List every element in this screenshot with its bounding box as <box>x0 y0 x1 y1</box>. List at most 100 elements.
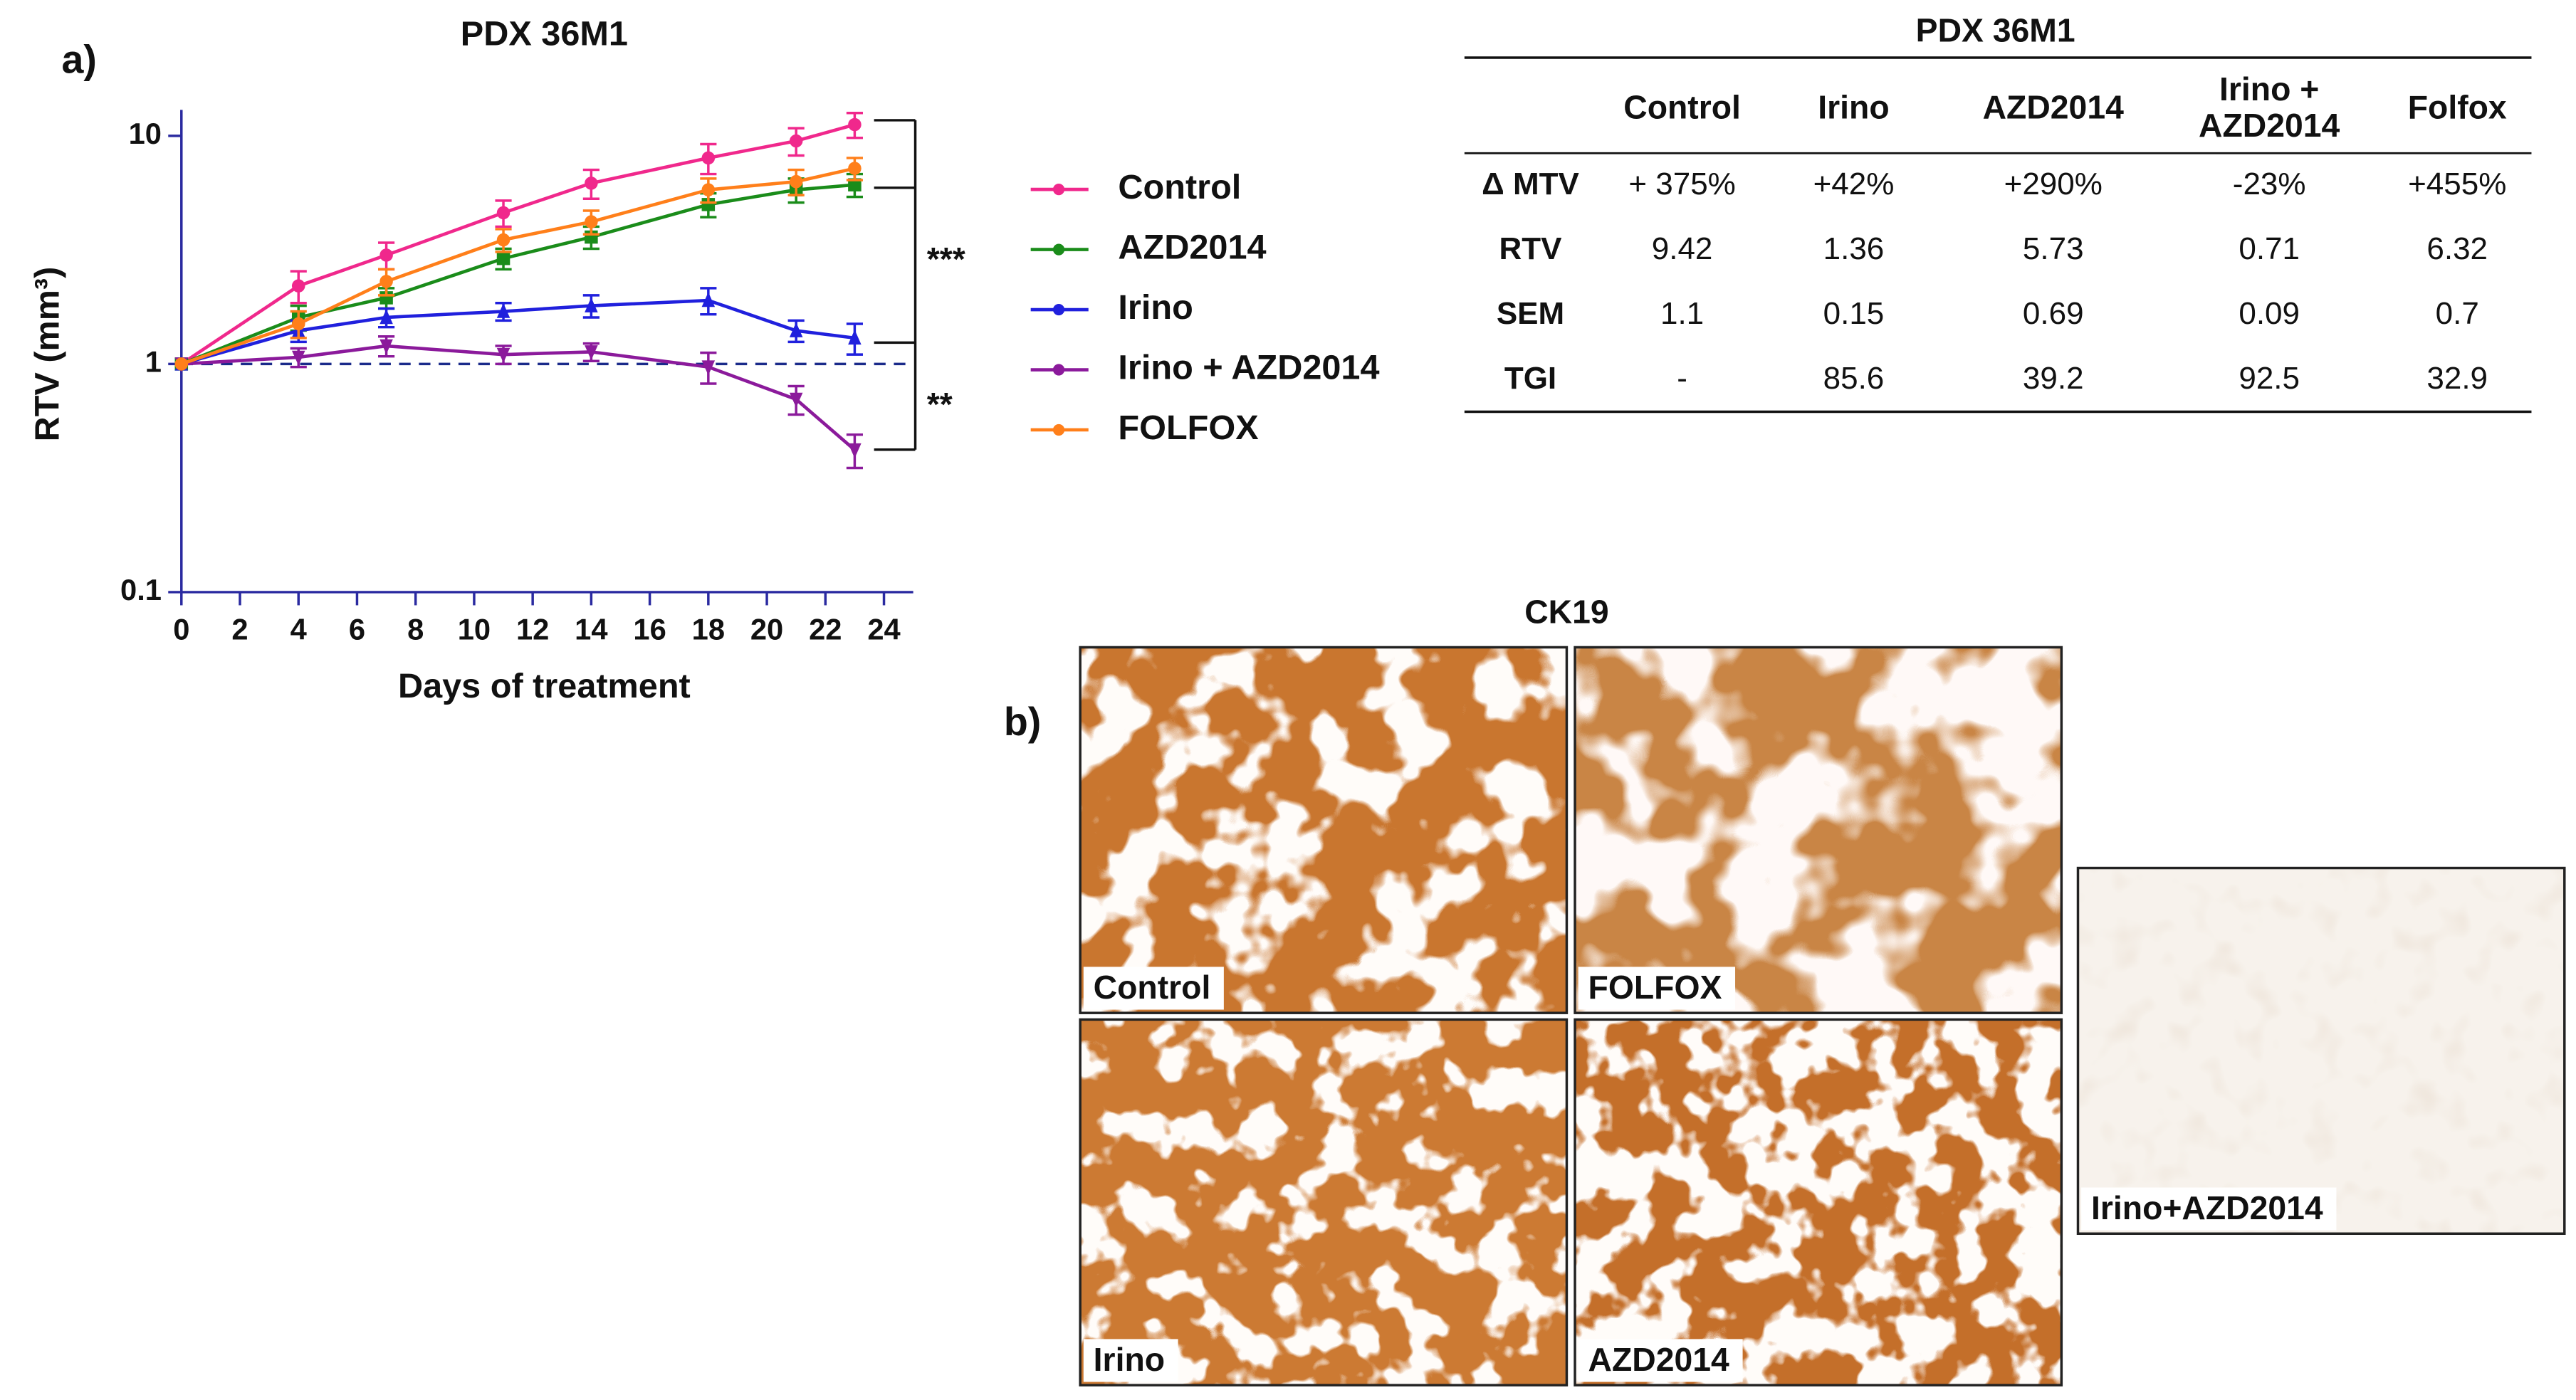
marker <box>496 347 511 363</box>
table-cell: 0.09 <box>2239 296 2300 331</box>
table-cell: 92.5 <box>2239 361 2300 396</box>
marker <box>585 345 598 360</box>
x-axis-label: Days of treatment <box>398 667 691 705</box>
table-cell: 9.42 <box>1652 231 1713 266</box>
y-axis-label: RTV (mm³) <box>28 267 66 442</box>
marker <box>789 134 803 148</box>
marker <box>379 248 393 262</box>
x-tick-label: 18 <box>692 612 725 646</box>
marker <box>496 206 511 220</box>
x-tick-label: 24 <box>867 612 900 646</box>
marker <box>379 309 393 325</box>
legend-marker <box>1052 243 1065 256</box>
x-tick-label: 12 <box>516 612 549 646</box>
marker <box>701 360 716 376</box>
y-tick-label: 0.1 <box>120 573 162 606</box>
y-tick-label: 1 <box>145 344 162 378</box>
micrograph-texture <box>1575 1019 2062 1386</box>
y-tick-label: 10 <box>129 117 162 150</box>
legend-label: FOLFOX <box>1118 409 1258 447</box>
row-label: RTV <box>1499 231 1563 266</box>
marker <box>585 298 598 312</box>
significance-brackets <box>874 119 917 451</box>
micrograph-label: Irino <box>1094 1341 1165 1378</box>
table-cell: 39.2 <box>2023 361 2084 396</box>
x-tick-label: 20 <box>750 612 783 646</box>
panel-label: b) <box>1004 700 1041 744</box>
marker <box>848 443 862 458</box>
images-title: CK19 <box>1524 593 1608 630</box>
table-cell: 0.69 <box>2023 296 2084 331</box>
micrograph-texture <box>1575 647 2062 1014</box>
table-cell: +455% <box>2408 167 2506 201</box>
table-header-cell: Folfox <box>2407 90 2507 127</box>
marker <box>496 233 511 247</box>
marker <box>174 357 189 371</box>
table-header-cell: Irino <box>1818 90 1889 127</box>
table-title: PDX 36M1 <box>1916 12 2075 49</box>
marker <box>496 302 511 318</box>
header-text: Folfox <box>2407 90 2507 127</box>
micrograph-border <box>1079 646 1569 1014</box>
legend-label: Control <box>1118 168 1241 206</box>
legend-label: AZD2014 <box>1118 228 1266 266</box>
row-label: SEM <box>1497 296 1564 331</box>
label-background <box>2081 1187 2337 1231</box>
table-cell: + 375% <box>1628 167 1735 201</box>
series-line <box>181 344 856 451</box>
header-text: Control <box>1623 90 1741 127</box>
micrograph-texture <box>1080 647 1567 1014</box>
label-background <box>1578 1339 1743 1382</box>
marker <box>848 178 862 191</box>
micrograph-label: FOLFOX <box>1588 969 1722 1006</box>
marker <box>585 215 598 228</box>
marker <box>496 251 511 265</box>
row-label: Δ MTV <box>1482 167 1579 201</box>
marker <box>701 151 716 165</box>
x-tick-label: 14 <box>575 612 607 646</box>
x-tick-label: 10 <box>458 612 491 646</box>
micrograph-border <box>1079 1018 1569 1386</box>
series-line <box>180 122 856 366</box>
table-header-cell: AZD2014 <box>1982 90 2124 127</box>
legend-label: Irino <box>1118 288 1193 327</box>
micrograph-border <box>1574 646 2063 1014</box>
x-tick-label: 4 <box>290 612 307 646</box>
marker <box>789 322 803 337</box>
legend-marker <box>1052 303 1065 316</box>
micrograph-texture <box>1080 1019 1567 1386</box>
marker <box>379 339 393 354</box>
legend-marker <box>1052 423 1065 436</box>
table-cell: 85.6 <box>1823 361 1885 396</box>
table-cell: 5.73 <box>2023 231 2084 266</box>
legend-marker <box>1052 364 1065 376</box>
label-background <box>1083 967 1224 1010</box>
annotation: ** <box>927 386 953 423</box>
panel-label: a) <box>61 38 96 82</box>
table-cell: 1.1 <box>1660 296 1704 331</box>
row-label: TGI <box>1504 361 1556 396</box>
header-text: AZD2014 <box>1982 90 2124 127</box>
table-cell: +290% <box>2004 167 2103 201</box>
marker <box>291 350 305 366</box>
marker <box>848 162 862 175</box>
series-line <box>181 298 855 366</box>
marker <box>701 198 716 211</box>
table-cell: 0.71 <box>2239 231 2300 266</box>
annotation: *** <box>927 241 965 278</box>
table-cell: - <box>1677 361 1687 396</box>
x-tick-label: 8 <box>407 612 424 646</box>
x-tick-label: 16 <box>633 612 666 646</box>
table-cell: 0.7 <box>2436 296 2479 331</box>
table-cell: 6.32 <box>2426 231 2488 266</box>
micrograph-border <box>2076 866 2566 1236</box>
micrograph-label: Control <box>1094 969 1211 1006</box>
micrograph-border <box>1574 1018 2063 1386</box>
series-line <box>181 167 855 366</box>
chart-title: PDX 36M1 <box>461 15 628 53</box>
marker <box>848 117 862 132</box>
table-cell: 32.9 <box>2426 361 2488 396</box>
table-header-cell: Irino + AZD2014 <box>2199 73 2340 145</box>
